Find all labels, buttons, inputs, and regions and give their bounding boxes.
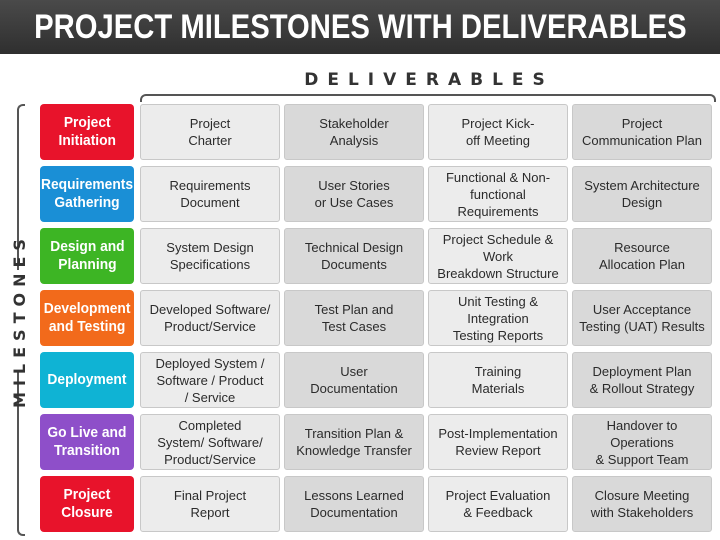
milestone-project-closure: Project Closure [40,476,134,532]
milestone-project-initiation: Project Initiation [40,104,134,160]
deliverables-header: DELIVERABLES [304,70,554,90]
deliverable-cell: Unit Testing & Integration Testing Repor… [428,290,568,346]
deliverable-cell: Developed Software/ Product/Service [140,290,280,346]
deliverables-bracket [140,94,716,102]
milestone-label: Project Initiation [58,114,116,149]
title-bar: PROJECT MILESTONES WITH DELIVERABLES [0,0,720,54]
deliverable-cell: Functional & Non- functional Requirement… [428,166,568,222]
page-title: PROJECT MILESTONES WITH DELIVERABLES [33,7,687,46]
milestone-label: Design and Planning [49,238,125,273]
deliverable-cell: User Acceptance Testing (UAT) Results [572,290,712,346]
deliverable-cell: Technical Design Documents [284,228,424,284]
deliverable-cell: Final Project Report [140,476,280,532]
deliverable-cell: System Architecture Design [572,166,712,222]
deliverable-cell: Stakeholder Analysis [284,104,424,160]
milestone-label: Development and Testing [43,300,131,335]
milestone-label: Go Live and Transition [47,424,127,459]
milestone-go-live-and-transition: Go Live and Transition [40,414,134,470]
deliverable-cell: Deployment Plan & Rollout Strategy [572,352,712,408]
milestone-requirements-gathering: Requirements Gathering [40,166,134,222]
deliverable-cell: User Documentation [284,352,424,408]
deliverable-cell: Lessons Learned Documentation [284,476,424,532]
deliverable-cell: Project Kick- off Meeting [428,104,568,160]
deliverable-cell: System Design Specifications [140,228,280,284]
milestone-label: Requirements Gathering [40,176,134,211]
deliverable-cell: Project Communication Plan [572,104,712,160]
deliverable-cell: Closure Meeting with Stakeholders [572,476,712,532]
milestone-design-and-planning: Design and Planning [40,228,134,284]
deliverable-cell: Post-Implementation Review Report [428,414,568,470]
milestone-label: Deployment [47,371,127,388]
milestones-header: MILESTONES [9,232,29,408]
deliverable-cell: User Stories or Use Cases [284,166,424,222]
deliverable-cell: Project Schedule & Work Breakdown Struct… [428,228,568,284]
deliverable-cell: Deployed System / Software / Product / S… [140,352,280,408]
deliverable-cell: Handover to Operations & Support Team [572,414,712,470]
milestones-header-wrap: MILESTONES [1,233,37,407]
deliverable-cell: Project Evaluation & Feedback [428,476,568,532]
deliverable-cell: Project Charter [140,104,280,160]
milestone-development-and-testing: Development and Testing [40,290,134,346]
deliverable-cell: Test Plan and Test Cases [284,290,424,346]
milestone-label: Project Closure [61,486,113,521]
deliverable-cell: Training Materials [428,352,568,408]
deliverable-cell: Resource Allocation Plan [572,228,712,284]
deliverable-cell: Completed System/ Software/ Product/Serv… [140,414,280,470]
milestone-deployment: Deployment [40,352,134,408]
deliverable-cell: Requirements Document [140,166,280,222]
deliverable-cell: Transition Plan & Knowledge Transfer [284,414,424,470]
